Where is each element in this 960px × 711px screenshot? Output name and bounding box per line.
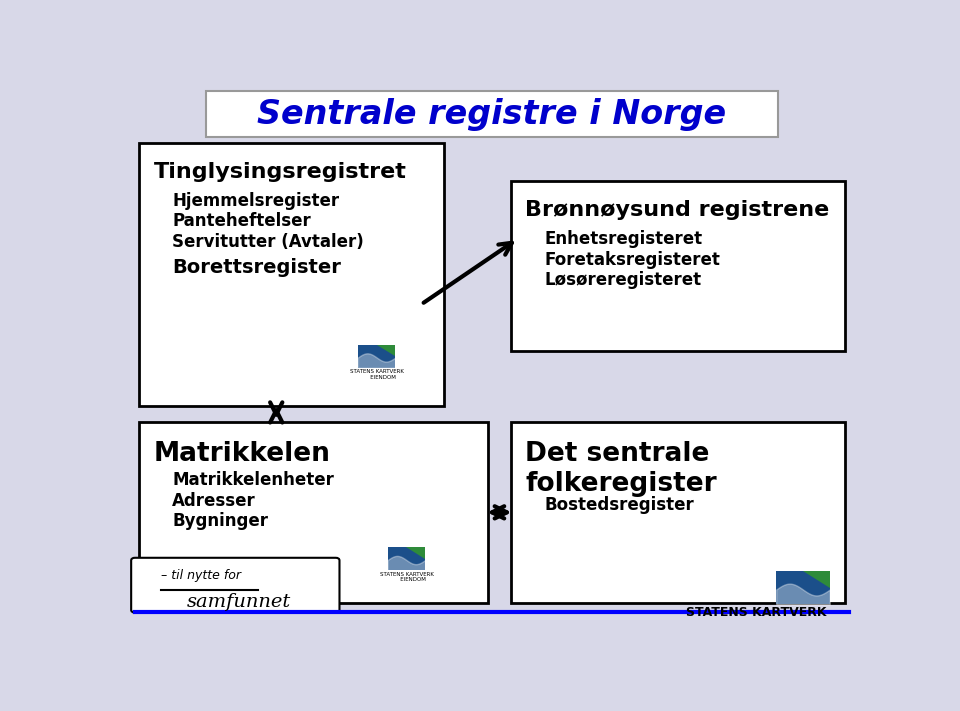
Text: Borettsregister: Borettsregister (172, 258, 341, 277)
Text: STATENS KARTVERK
       EIENDOM: STATENS KARTVERK EIENDOM (379, 572, 433, 582)
Text: – til nytte for: – til nytte for (161, 569, 241, 582)
Text: Matrikkelenheter: Matrikkelenheter (172, 471, 334, 489)
Text: Panteheftelser: Panteheftelser (172, 213, 311, 230)
FancyBboxPatch shape (205, 91, 779, 137)
Text: samfunnet: samfunnet (187, 594, 291, 611)
Text: Løsøreregisteret: Løsøreregisteret (544, 271, 701, 289)
Text: STATENS KARTVERK: STATENS KARTVERK (685, 606, 827, 619)
Text: Sentrale registre i Norge: Sentrale registre i Norge (257, 97, 727, 131)
Text: Bostedsregister: Bostedsregister (544, 496, 694, 514)
FancyBboxPatch shape (388, 547, 425, 570)
Text: Bygninger: Bygninger (172, 512, 268, 530)
FancyBboxPatch shape (138, 143, 444, 405)
Polygon shape (803, 572, 829, 588)
Text: Matrikkelen: Matrikkelen (154, 441, 330, 467)
FancyBboxPatch shape (511, 181, 846, 351)
Polygon shape (376, 345, 396, 356)
FancyBboxPatch shape (132, 558, 340, 613)
Text: Tinglysingsregistret: Tinglysingsregistret (154, 162, 406, 182)
Text: Foretaksregisteret: Foretaksregisteret (544, 251, 720, 269)
Text: Adresser: Adresser (172, 491, 255, 510)
Polygon shape (406, 547, 425, 559)
Text: Brønnøysund registrene: Brønnøysund registrene (525, 201, 829, 220)
FancyBboxPatch shape (511, 422, 846, 603)
Text: STATENS KARTVERK
       EIENDOM: STATENS KARTVERK EIENDOM (349, 369, 403, 380)
FancyBboxPatch shape (358, 345, 396, 368)
Text: Servitutter (Avtaler): Servitutter (Avtaler) (172, 232, 364, 250)
FancyBboxPatch shape (138, 422, 489, 603)
Text: Hjemmelsregister: Hjemmelsregister (172, 192, 339, 210)
Text: Det sentrale
folkeregister: Det sentrale folkeregister (525, 441, 717, 497)
FancyBboxPatch shape (777, 572, 829, 604)
Text: Enhetsregisteret: Enhetsregisteret (544, 230, 702, 248)
